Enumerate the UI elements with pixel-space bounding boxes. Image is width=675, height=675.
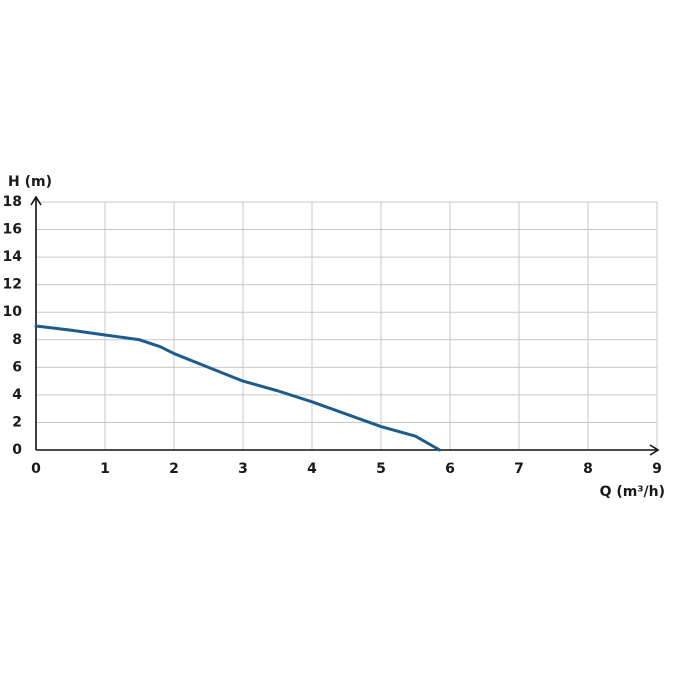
x-tick-label: 0 [31, 461, 41, 477]
y-axis-label: H (m) [8, 174, 52, 190]
x-tick-label: 4 [307, 461, 317, 477]
y-tick-label: 4 [12, 387, 22, 403]
y-tick-label: 8 [12, 332, 22, 348]
y-tick-label: 10 [3, 304, 23, 320]
y-tick-label: 18 [3, 194, 22, 210]
x-tick-label: 1 [100, 461, 110, 477]
x-tick-label: 9 [652, 461, 662, 477]
y-tick-label: 16 [3, 222, 22, 238]
y-tick-label: 2 [12, 414, 22, 430]
x-tick-label: 8 [583, 461, 593, 477]
y-tick-label: 14 [3, 249, 23, 265]
x-axis-arrow [649, 444, 660, 456]
y-tick-label: 12 [3, 277, 22, 293]
curve [34, 324, 442, 452]
x-tick-label: 6 [445, 461, 455, 477]
x-axis-label: Q (m³/h) [600, 484, 665, 500]
x-tick-label: 3 [238, 461, 248, 477]
y-tick-label: 6 [12, 359, 22, 375]
x-tick-label: 7 [514, 461, 524, 477]
x-tick-label: 2 [169, 461, 179, 477]
y-axis-arrow [30, 195, 42, 206]
y-tick-label: 0 [12, 442, 22, 458]
x-tick-label: 5 [376, 461, 386, 477]
